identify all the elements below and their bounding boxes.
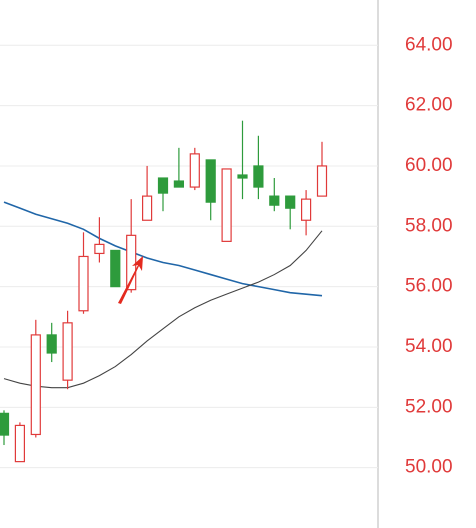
candle-body bbox=[30, 334, 41, 436]
candle-body bbox=[46, 334, 57, 354]
y-tick-label: 58.00 bbox=[405, 215, 453, 236]
candle-body bbox=[269, 195, 280, 206]
y-tick-label: 56.00 bbox=[405, 276, 453, 297]
candle-body bbox=[285, 195, 296, 209]
candle-body bbox=[189, 153, 200, 188]
candle-body bbox=[14, 424, 25, 463]
candle-body bbox=[94, 243, 105, 255]
candle-body bbox=[62, 322, 73, 381]
y-tick-label: 62.00 bbox=[405, 95, 453, 116]
candle-body bbox=[110, 249, 121, 288]
y-tick-label: 64.00 bbox=[405, 34, 453, 55]
candle-body bbox=[78, 255, 89, 312]
candle-body bbox=[126, 234, 137, 291]
candle-body bbox=[0, 412, 10, 436]
candle-body bbox=[301, 198, 312, 221]
candle-body bbox=[142, 195, 153, 221]
candle-body bbox=[253, 165, 264, 188]
annotation-arrow bbox=[118, 256, 143, 304]
candle-body bbox=[316, 165, 328, 197]
y-tick-label: 60.00 bbox=[405, 155, 453, 176]
y-tick-label: 50.00 bbox=[405, 457, 453, 478]
candle-body bbox=[173, 180, 184, 188]
candle-body bbox=[205, 159, 216, 203]
y-tick-label: 52.00 bbox=[405, 396, 453, 417]
moving-average-line bbox=[3, 201, 323, 297]
candle-body bbox=[221, 168, 232, 242]
candle-body bbox=[157, 177, 169, 194]
candle-body bbox=[237, 174, 248, 179]
moving-average-line bbox=[3, 230, 323, 389]
y-tick-label: 54.00 bbox=[405, 336, 453, 357]
